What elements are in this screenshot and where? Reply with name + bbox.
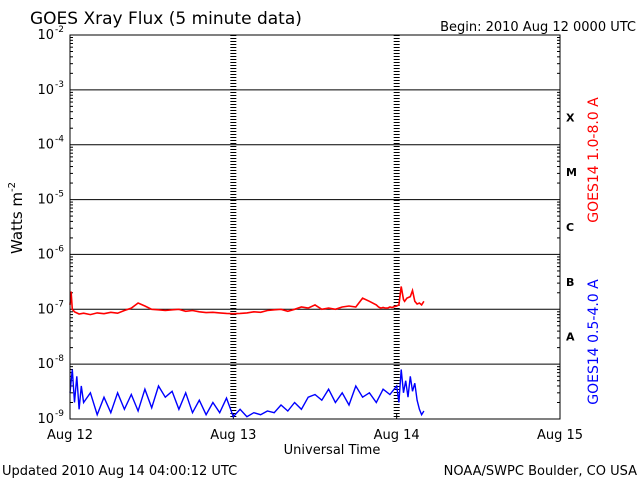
y-tick-exponent: -9 [55,409,64,419]
series-line-long-channel [69,286,425,316]
y-tick-exponent: -6 [55,244,64,254]
y-tick-label: 10 [37,302,54,317]
y-tick-exponent: -7 [55,299,64,309]
y-tick-exponent: -3 [55,80,64,90]
updated-timestamp: Updated 2010 Aug 14 04:00:12 UTC [2,464,237,479]
y-tick-exponent: -5 [55,190,64,200]
flare-class-labels: X M C B A [566,111,577,343]
y-tick-exponent: -8 [55,354,64,364]
series-lines [69,286,425,419]
y-axis-label-exp: -2 [7,182,18,192]
y-tick-exponent: -2 [55,25,64,35]
flare-class-label: C [566,221,574,234]
plot-frame [69,34,561,420]
y-tick-label: 10 [37,83,54,98]
x-tick-label: Aug 14 [374,428,420,443]
legend-long-channel: GOES14 1.0-8.0 A [586,97,602,223]
y-axis-label: Watts m-2 [7,182,26,254]
y-tick-label: 10 [37,193,54,208]
y-tick-label: 10 [37,138,54,153]
y-tick-label: 10 [37,412,54,427]
y-tick-labels: 10-210-310-410-510-610-710-810-9 [37,25,64,427]
flare-class-label: X [566,111,575,124]
x-tick-label: Aug 13 [210,428,256,443]
y-axis-label-main: Watts m [8,192,26,254]
y-tick-exponent: -4 [55,135,64,145]
flare-class-label: M [566,166,577,179]
chart-title: GOES Xray Flux (5 minute data) [30,9,302,29]
x-tick-labels: Aug 12 Aug 13 Aug 14 Aug 15 [47,428,583,443]
x-axis-label: Universal Time [284,443,381,458]
x-tick-label: Aug 15 [537,428,583,443]
flare-class-label: A [566,331,575,344]
flare-class-label: B [566,276,574,289]
series-line-short-channel [69,369,425,419]
y-tick-label: 10 [37,247,54,262]
x-tick-label: Aug 12 [47,428,93,443]
y-tick-label: 10 [37,357,54,372]
legend-short-channel: GOES14 0.5-4.0 A [586,279,602,405]
begin-date: Begin: 2010 Aug 12 0000 UTC [440,20,636,35]
y-tick-label: 10 [37,28,54,43]
data-source: NOAA/SWPC Boulder, CO USA [444,464,637,479]
